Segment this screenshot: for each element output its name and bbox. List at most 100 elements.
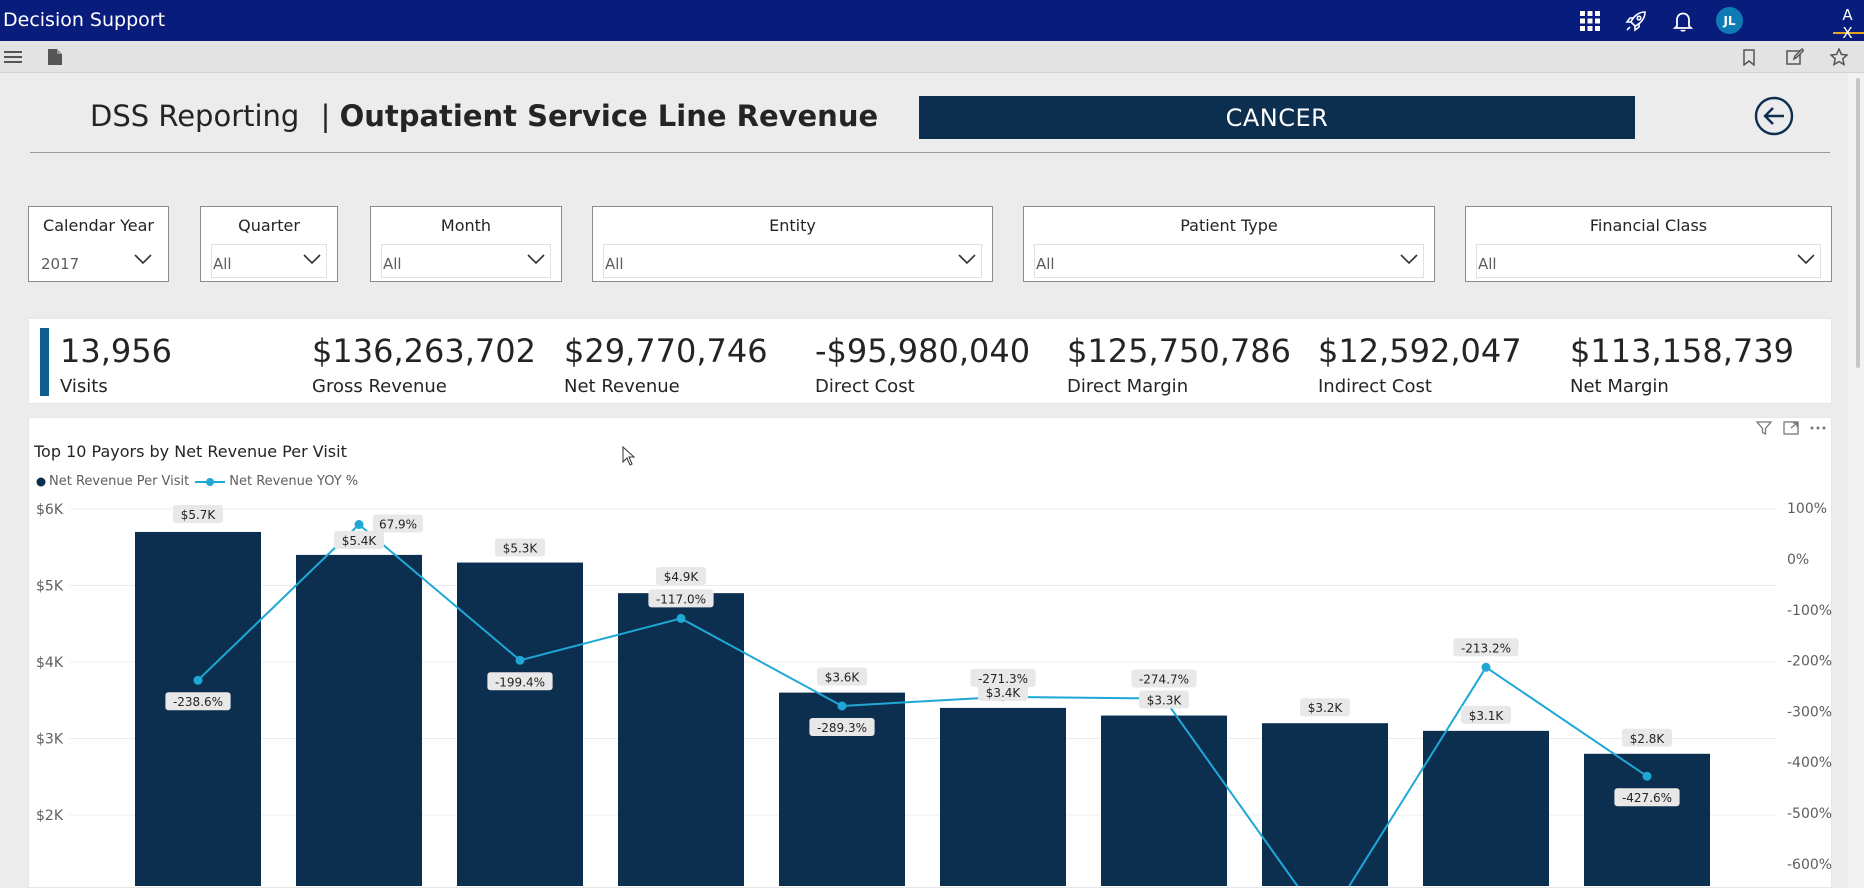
slicer-value[interactable]: All xyxy=(605,255,624,273)
mouse-cursor-icon xyxy=(622,446,636,466)
star-icon[interactable] xyxy=(1828,46,1850,68)
legend-item-line[interactable]: Net Revenue YOY % xyxy=(229,474,359,489)
bar-data-label-bg xyxy=(656,567,706,586)
line-data-label: -199.4% xyxy=(495,675,545,689)
kpi-visits-label: Visits xyxy=(60,376,108,397)
yoy-point xyxy=(1481,662,1491,672)
dropdown-box[interactable] xyxy=(381,244,551,278)
bar xyxy=(296,554,422,886)
slicer-entity[interactable]: Entity All xyxy=(592,206,993,282)
slicer-month[interactable]: Month All xyxy=(370,206,562,282)
filter-icon[interactable] xyxy=(1755,419,1775,439)
y-axis-right-tick: 100% xyxy=(1787,501,1827,517)
kpi-gross-revenue-label: Gross Revenue xyxy=(312,376,447,397)
avatar[interactable]: JL xyxy=(1716,7,1743,34)
slicer-value[interactable]: All xyxy=(383,255,402,273)
slicer-patient-type[interactable]: Patient Type All xyxy=(1023,206,1435,282)
edit-icon[interactable] xyxy=(1784,46,1806,68)
kpi-accent-bar xyxy=(40,328,49,396)
chevron-down-icon[interactable] xyxy=(1797,252,1815,266)
bar-data-label-bg xyxy=(1461,705,1511,724)
kpi-direct-margin-value: $125,750,786 xyxy=(1067,332,1291,370)
line-data-label-bg xyxy=(165,692,231,711)
y-axis-left-tick: $3K xyxy=(36,732,64,748)
chevron-down-icon[interactable] xyxy=(527,252,545,266)
hamburger-icon[interactable] xyxy=(2,46,24,68)
dropdown-box[interactable] xyxy=(603,244,982,278)
y-axis-right-tick: -400% xyxy=(1787,755,1832,771)
slicer-financial-class[interactable]: Financial Class All xyxy=(1465,206,1832,282)
kpi-indirect-cost-value: $12,592,047 xyxy=(1318,332,1522,370)
kpi-net-margin-label: Net Margin xyxy=(1570,376,1669,397)
kpi-card xyxy=(28,318,1832,404)
slicer-quarter[interactable]: Quarter All xyxy=(200,206,338,282)
dropdown-box[interactable] xyxy=(1034,244,1424,278)
slicer-value[interactable]: All xyxy=(213,255,232,273)
line-data-label-bg xyxy=(648,589,714,608)
bar-data-label: $5.3K xyxy=(503,542,539,556)
more-options-icon[interactable] xyxy=(1808,419,1828,439)
bar-data-label-bg xyxy=(1622,728,1672,747)
line-data-label-bg xyxy=(970,668,1036,687)
line-data-label-bg xyxy=(1614,788,1680,807)
bar-data-label: $3.2K xyxy=(1308,701,1344,715)
dropdown-box[interactable] xyxy=(1476,244,1821,278)
bar-data-label: $3.1K xyxy=(1469,709,1505,723)
kpi-net-margin-value: $113,158,739 xyxy=(1570,332,1794,370)
legend-item-bar[interactable]: Net Revenue Per Visit xyxy=(49,474,190,489)
app-title[interactable]: Decision Support xyxy=(3,9,166,31)
slicer-title: Month xyxy=(440,216,492,235)
chevron-down-icon[interactable] xyxy=(303,252,321,266)
yoy-line xyxy=(197,523,1648,886)
bar xyxy=(618,593,744,886)
slicer-title: Patient Type xyxy=(1180,216,1278,235)
dropdown-box[interactable] xyxy=(211,244,327,278)
slicer-value[interactable]: 2017 xyxy=(41,255,80,273)
focus-mode-icon[interactable] xyxy=(1782,419,1802,439)
slicer-title: Financial Class xyxy=(1589,216,1708,235)
y-axis-right-tick: -600% xyxy=(1787,857,1832,873)
slicer-value[interactable]: All xyxy=(1036,255,1055,273)
yoy-point xyxy=(1642,771,1652,781)
bar-data-label: $5.4K xyxy=(342,534,378,548)
ax-badge[interactable]: A X xyxy=(1833,6,1864,42)
back-arrow-icon[interactable] xyxy=(1754,96,1794,136)
vertical-scrollbar[interactable] xyxy=(1848,73,1864,888)
line-data-label-bg xyxy=(809,717,875,736)
bar-data-label-bg xyxy=(173,504,223,523)
legend-bar-marker xyxy=(36,477,46,486)
rocket-icon[interactable] xyxy=(1622,7,1650,35)
line-data-label-bg xyxy=(1131,669,1197,688)
bar-data-label: $4.9K xyxy=(664,570,700,584)
yoy-point xyxy=(193,675,203,685)
chevron-down-icon[interactable] xyxy=(134,252,152,266)
yoy-point xyxy=(354,520,364,530)
document-icon[interactable] xyxy=(44,46,66,68)
chart-legend[interactable]: Net Revenue Per Visit Net Revenue YOY % xyxy=(36,474,358,489)
chevron-down-icon[interactable] xyxy=(1400,252,1418,266)
legend-line-marker xyxy=(195,477,226,486)
slicer-calendar-year[interactable]: Calendar Year 2017 xyxy=(28,206,169,282)
scrollbar-thumb[interactable] xyxy=(1856,78,1860,368)
chart-title: Top 10 Payors by Net Revenue Per Visit xyxy=(34,442,347,461)
y-axis-left-tick: $6K xyxy=(36,502,64,518)
bar xyxy=(457,562,583,886)
slicer-value[interactable]: All xyxy=(1478,255,1497,273)
kpi-net-revenue-label: Net Revenue xyxy=(564,376,680,397)
line-data-label: -238.6% xyxy=(173,695,223,709)
line-data-label: -274.7% xyxy=(1139,673,1189,687)
y-axis-right-tick: 0% xyxy=(1787,552,1809,568)
y-axis-left-tick: $5K xyxy=(36,579,64,595)
chevron-down-icon[interactable] xyxy=(958,252,976,266)
line-data-label-bg xyxy=(487,672,553,691)
bookmark-icon[interactable] xyxy=(1738,46,1760,68)
grid-icon[interactable] xyxy=(1576,7,1604,35)
kpi-gross-revenue-value: $136,263,702 xyxy=(312,332,536,370)
y-axis-right-tick: -100% xyxy=(1787,603,1832,619)
service-line-button[interactable]: CANCER xyxy=(919,96,1635,139)
bell-icon[interactable] xyxy=(1669,7,1697,35)
bar-data-label: $3.6K xyxy=(825,671,861,685)
line-data-label: -213.2% xyxy=(1461,641,1511,655)
report-prefix: DSS Reporting xyxy=(90,99,300,133)
